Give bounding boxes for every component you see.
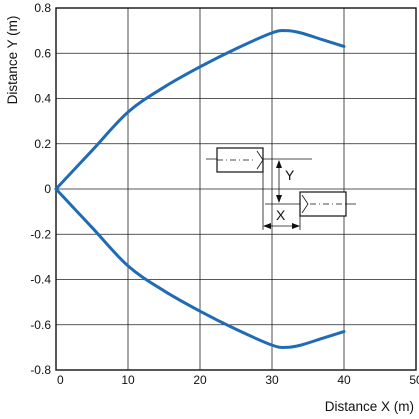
inset-label-x: X <box>276 207 286 223</box>
tick-labels: 0 10 20 30 40 50 0.8 0.6 0.4 0.2 0 -0.2 -0.4 -0.6 -0.8 <box>30 1 419 387</box>
inset-x-arrow-left <box>263 223 271 229</box>
y-tick-label: 0.8 <box>34 1 51 15</box>
inset-y-arrow-bottom <box>276 195 282 203</box>
inset-vehicle-lower-nose <box>301 194 309 214</box>
inset-x-arrow-right <box>292 223 300 229</box>
x-axis-label: Distance X (m) <box>325 399 414 414</box>
y-tick-label: 0.6 <box>34 46 51 60</box>
grid-lines <box>56 8 416 370</box>
series-line-lower <box>54 187 346 349</box>
y-tick-label: 0.4 <box>34 92 51 106</box>
x-tick-label: 20 <box>193 373 207 387</box>
x-tick-label: 10 <box>121 373 135 387</box>
x-tick-label: 30 <box>265 373 279 387</box>
series-layer <box>54 29 346 349</box>
y-tick-label: 0 <box>44 182 51 196</box>
inset-label-y: Y <box>285 167 295 183</box>
x-tick-label: 0 <box>57 373 64 387</box>
y-tick-label: -0.6 <box>30 318 51 332</box>
vehicle-offset-diagram: Y X <box>206 147 356 230</box>
y-tick-label: 0.2 <box>34 137 51 151</box>
inset-y-arrow-top <box>276 160 282 168</box>
y-axis-label: Distance Y (m) <box>5 16 20 105</box>
x-tick-label: 40 <box>337 373 351 387</box>
series-line-upper <box>54 29 346 191</box>
y-tick-label: -0.2 <box>30 227 51 241</box>
y-tick-label: -0.4 <box>30 273 51 287</box>
x-tick-label: 50 <box>409 373 419 387</box>
y-tick-label: -0.8 <box>30 363 51 377</box>
inset-vehicle-upper-nose <box>256 150 264 170</box>
